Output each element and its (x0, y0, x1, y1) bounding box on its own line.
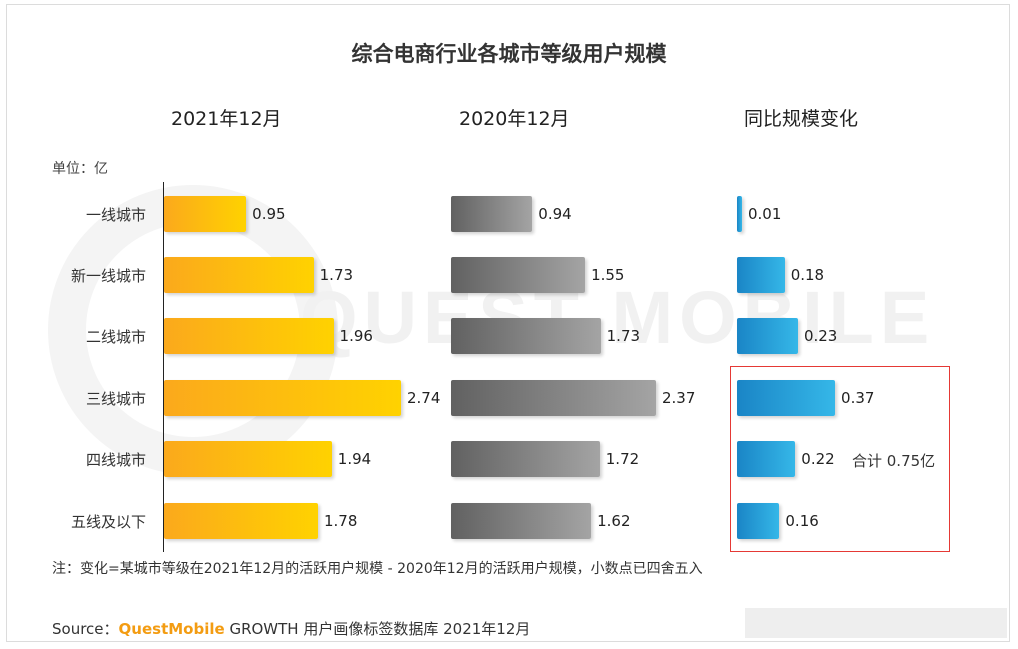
footnote: 注：变化=某城市等级在2021年12月的活跃用户规模 - 2020年12月的活跃… (52, 561, 703, 577)
category-label: 五线及以下 (70, 513, 146, 531)
bar-2020 (451, 257, 586, 293)
chart-title: 综合电商行业各城市等级用户规模 (351, 42, 667, 66)
data-label-2020: 2.37 (662, 389, 696, 407)
data-label-2021: 2.74 (407, 389, 441, 407)
category-axis-line (163, 182, 164, 552)
data-label-2020: 1.55 (591, 266, 625, 284)
bar-change (737, 257, 785, 293)
data-label-2021: 1.73 (319, 266, 354, 284)
data-label-2021: 0.95 (252, 205, 286, 223)
bar-change (737, 318, 798, 354)
source-line: Source：QuestMobile GROWTH 用户画像标签数据库 2021… (52, 618, 530, 639)
data-label-2021: 1.94 (337, 450, 372, 468)
column-header-2020: 2020年12月 (459, 108, 570, 130)
bar-2021 (164, 196, 247, 232)
bar-change (737, 380, 836, 416)
category-label: 一线城市 (85, 206, 146, 224)
category-label: 三线城市 (85, 390, 146, 408)
column-header-2021: 2021年12月 (171, 108, 282, 130)
bar-2021 (164, 318, 334, 354)
bar-2021 (164, 380, 401, 416)
bar-2020 (451, 503, 592, 539)
watermark: QUEST MOBILE (300, 276, 936, 359)
bar-change (737, 503, 780, 539)
data-label-change: 0.22 (801, 450, 835, 468)
source-prefix: Source： (52, 620, 119, 638)
bar-2020 (451, 196, 533, 232)
category-label: 二线城市 (85, 328, 146, 346)
source-suffix: GROWTH 用户画像标签数据库 2021年12月 (224, 620, 531, 638)
bar-2020 (451, 380, 656, 416)
data-label-change: 0.37 (841, 389, 875, 407)
category-label: 四线城市 (85, 451, 146, 469)
column-header-change: 同比规模变化 (744, 108, 859, 130)
bar-2020 (451, 441, 600, 477)
bar-change (737, 196, 742, 232)
bar-2021 (164, 257, 314, 293)
bar-2021 (164, 503, 318, 539)
category-label: 新一线城市 (70, 267, 146, 285)
data-label-change: 0.18 (790, 266, 825, 284)
data-label-2021: 1.96 (339, 327, 373, 345)
platform-watermark-stamp (745, 608, 1007, 638)
highlight-box (730, 366, 950, 552)
bar-2021 (164, 441, 332, 477)
data-label-2020: 1.72 (605, 450, 640, 468)
source-brand: QuestMobile (118, 620, 225, 638)
data-label-change: 0.23 (803, 327, 838, 345)
highlight-total-label: 合计 0.75亿 (852, 452, 936, 470)
data-label-change: 0.01 (748, 205, 782, 223)
data-label-2021: 1.78 (323, 512, 358, 530)
bar-change (737, 441, 796, 477)
data-label-2020: 1.62 (597, 512, 631, 530)
data-label-2020: 0.94 (538, 205, 572, 223)
unit-label: 单位：亿 (52, 161, 108, 177)
data-label-2020: 1.73 (606, 327, 641, 345)
data-label-change: 0.16 (785, 512, 819, 530)
bar-2020 (451, 318, 601, 354)
